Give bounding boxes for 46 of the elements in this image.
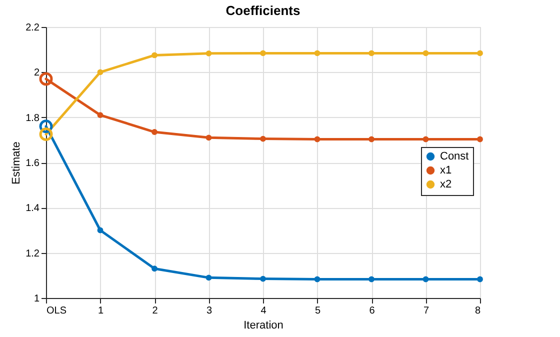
x-tick-label: 3 xyxy=(206,306,212,316)
point xyxy=(260,50,266,56)
x-tick-label: 7 xyxy=(423,306,430,316)
y-tick-label: 1.4 xyxy=(26,203,40,214)
y-tick-label: 1 xyxy=(34,294,40,304)
x-tick-label: OLS xyxy=(46,306,67,316)
x-tick-label: 1 xyxy=(98,306,104,316)
x-tick-label: 4 xyxy=(260,306,267,316)
point xyxy=(422,50,429,56)
y-tick-label: 2 xyxy=(34,68,40,79)
point xyxy=(368,276,374,282)
point xyxy=(260,136,266,142)
point xyxy=(206,274,212,281)
x-tick-label: 6 xyxy=(369,306,376,316)
point xyxy=(152,52,158,58)
legend-label: x1 xyxy=(440,164,452,176)
point xyxy=(422,276,429,282)
y-tick-label: 1.2 xyxy=(26,248,40,260)
chart-title: Coefficients xyxy=(226,3,300,18)
y-tick-label: 2.2 xyxy=(26,22,40,34)
point xyxy=(152,266,158,272)
point xyxy=(314,276,320,282)
point xyxy=(206,134,212,141)
point xyxy=(368,50,374,56)
point xyxy=(97,227,104,234)
point xyxy=(422,136,429,142)
point xyxy=(477,276,483,282)
point xyxy=(260,276,266,282)
point xyxy=(477,50,483,56)
point xyxy=(152,129,158,135)
x-tick-label: 8 xyxy=(474,306,481,316)
x-axis-title: Iteration xyxy=(244,320,284,332)
point xyxy=(368,136,374,142)
legend-label: Const xyxy=(440,150,469,162)
y-tick-label: 1.8 xyxy=(26,112,40,124)
x-tick-label: 2 xyxy=(152,306,158,316)
point xyxy=(314,50,320,56)
point xyxy=(477,136,483,142)
point xyxy=(97,69,104,76)
y-tick-label: 1.6 xyxy=(26,158,40,169)
y-axis-title: Estimate xyxy=(10,142,23,184)
point xyxy=(206,50,212,56)
point xyxy=(97,112,104,118)
legend-label: x2 xyxy=(440,178,452,190)
x-tick-label: 5 xyxy=(314,306,321,316)
point xyxy=(314,136,320,142)
